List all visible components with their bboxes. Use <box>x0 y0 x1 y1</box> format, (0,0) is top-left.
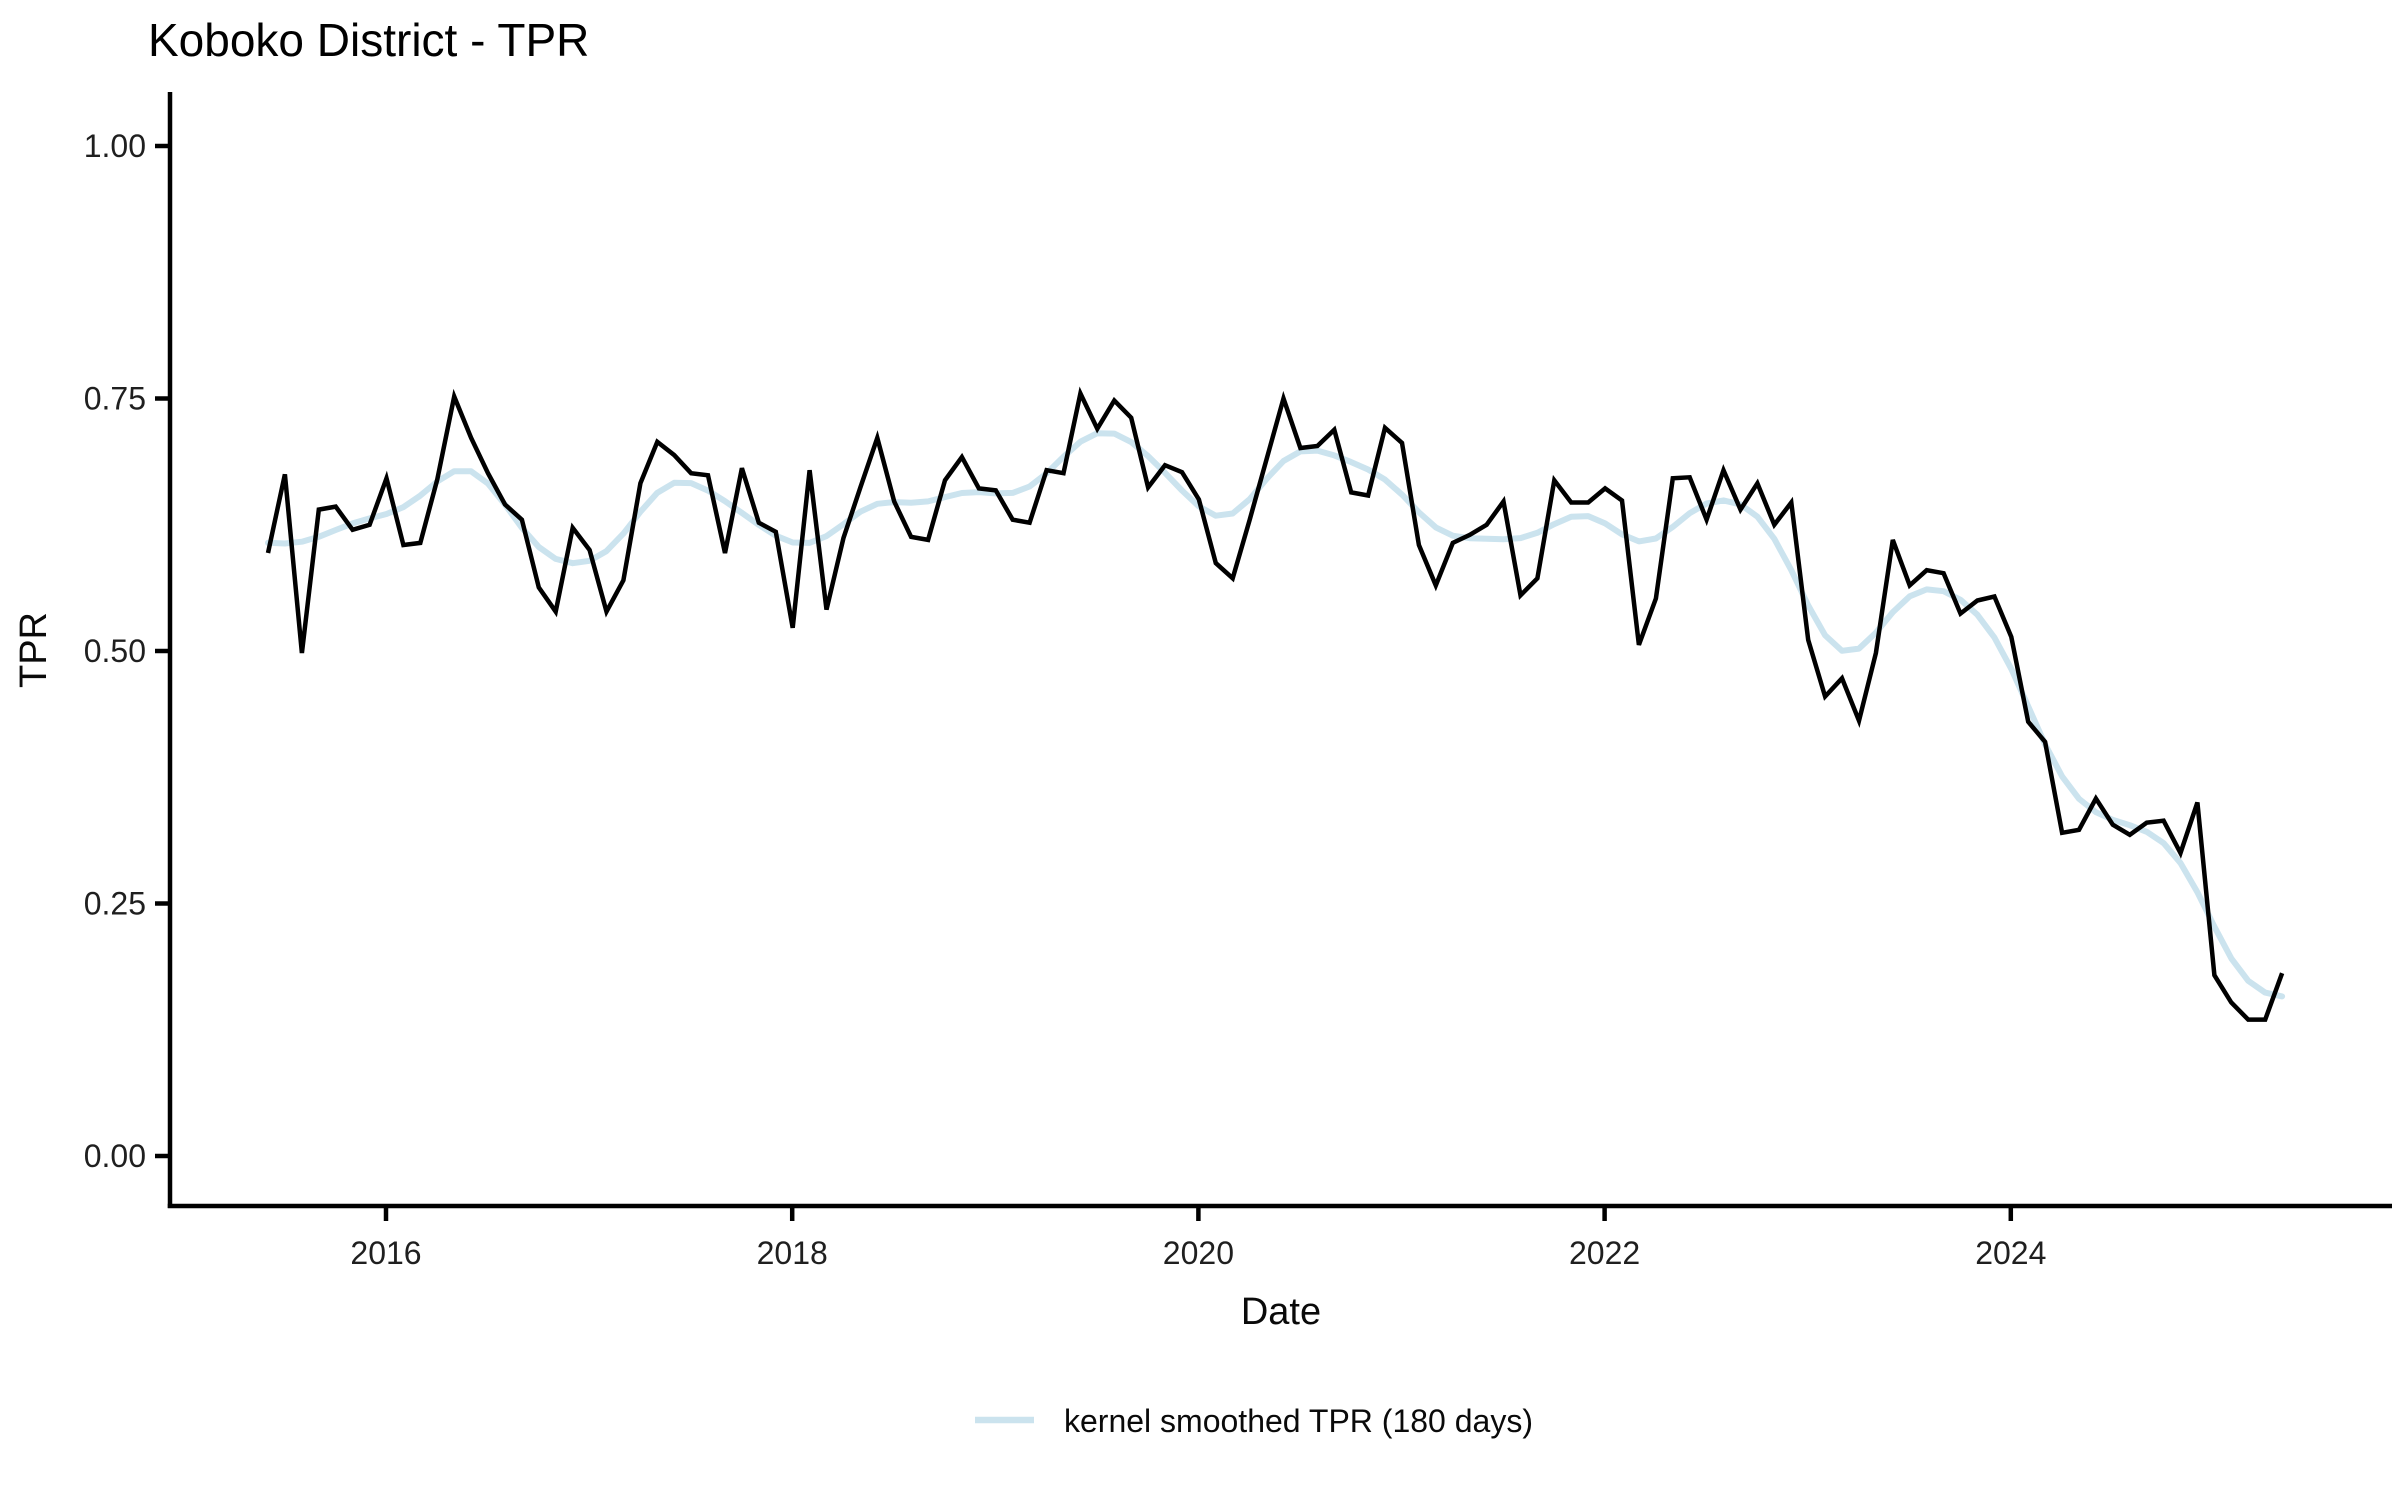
y-tick-label: 0.75 <box>84 381 146 417</box>
y-axis-title: TPR <box>13 612 55 688</box>
kernel-smoothed-tpr-line <box>265 430 2286 1000</box>
y-axis-ticks: 1.00 0.75 0.50 0.25 0.00 <box>84 128 170 1174</box>
x-tick-label: 2024 <box>1975 1235 2046 1271</box>
x-axis-ticks: 2016 2018 2020 2022 2024 <box>350 1206 2046 1271</box>
x-tick-label: 2016 <box>350 1235 421 1271</box>
x-tick-label: 2018 <box>757 1235 828 1271</box>
chart-title: Koboko District - TPR <box>148 14 589 66</box>
x-axis-title: Date <box>1241 1291 1321 1333</box>
y-tick-label: 0.00 <box>84 1138 146 1174</box>
plot-area: 1.00 0.75 0.50 0.25 0.00 2016 2018 2020 2022 202… <box>84 92 2392 1271</box>
y-tick-label: 0.25 <box>84 886 146 922</box>
x-tick-label: 2022 <box>1569 1235 1640 1271</box>
tpr-line <box>265 386 2285 1022</box>
legend-label: kernel smoothed TPR (180 days) <box>1064 1403 1533 1439</box>
x-tick-label: 2020 <box>1163 1235 1234 1271</box>
y-tick-label: 1.00 <box>84 128 146 164</box>
legend: kernel smoothed TPR (180 days) <box>975 1403 1533 1439</box>
y-tick-label: 0.50 <box>84 633 146 669</box>
